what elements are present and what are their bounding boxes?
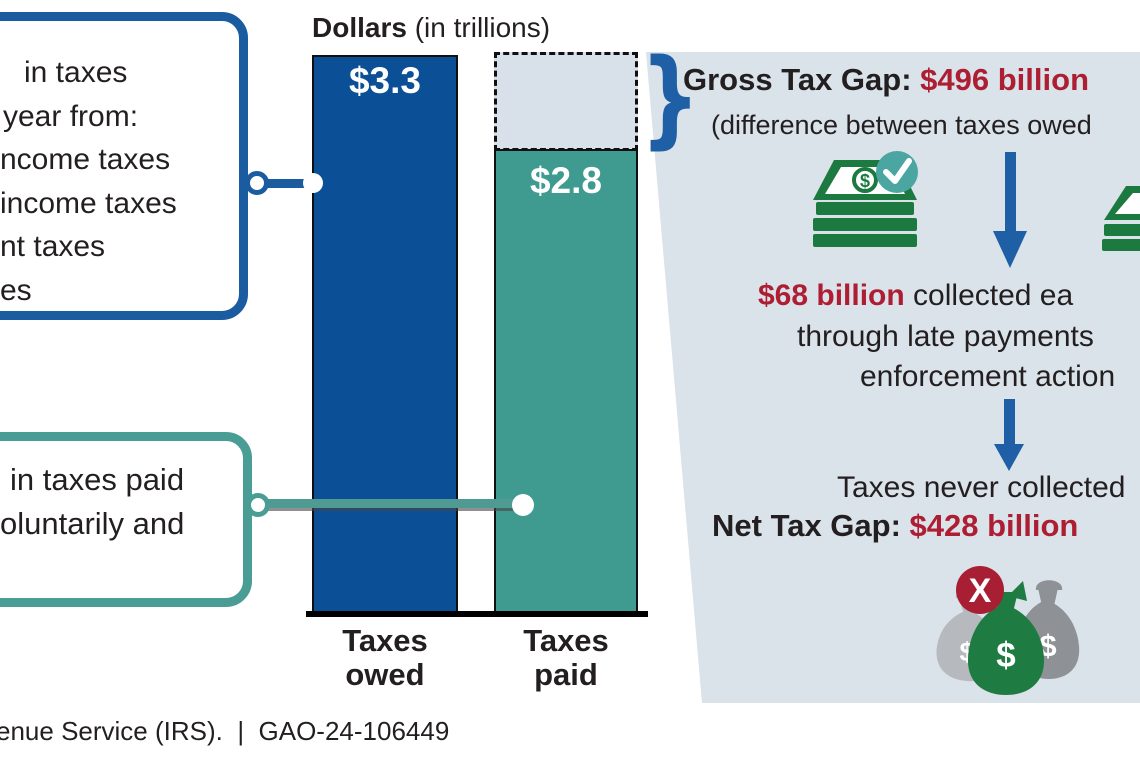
chart-baseline	[306, 611, 648, 617]
collected-line2: through late payments	[797, 320, 1094, 353]
money-stack-icon-partial	[1102, 186, 1140, 251]
bill-stack-bar	[813, 218, 917, 231]
check-icon	[883, 158, 912, 184]
bill-dollar-sign: $	[860, 171, 870, 191]
source-line: enue Service (IRS). | GAO-24-106449	[0, 716, 450, 746]
category-label-paid: Taxes paid	[484, 624, 648, 692]
collected-value: $68 billion	[758, 279, 905, 312]
net-tax-gap-value: $428 billion	[909, 508, 1079, 543]
category-label-owed: Taxes owed	[302, 624, 468, 692]
arrow-head	[993, 231, 1027, 268]
gross-tax-gap-subtext: (difference between taxes owed	[711, 110, 1092, 140]
x-badge-icon: X	[956, 566, 1004, 614]
gross-tax-gap-heading: Gross Tax Gap: $496 billion	[683, 62, 1089, 98]
check-circle	[876, 151, 918, 193]
category-owed-line2: owed	[345, 657, 425, 692]
chart-title: Dollars (in trillions)	[312, 12, 550, 44]
bill-stack-bar	[1102, 239, 1140, 251]
arrow-head	[994, 444, 1024, 471]
top-bill-face	[1115, 193, 1140, 214]
money-stack-check-icon: $	[813, 151, 918, 247]
connector-ring-paid	[246, 493, 270, 517]
down-arrow-icon	[993, 152, 1027, 268]
gross-tax-gap-dashed-box	[494, 52, 638, 151]
callout-taxes-paid	[0, 432, 252, 607]
collected-rest: collected ea	[904, 279, 1074, 312]
callout-owed-line: year from:	[3, 99, 139, 133]
callout-owed-line: income taxes	[0, 186, 177, 220]
curly-brace: }	[640, 36, 701, 159]
connector-line-owed	[262, 179, 318, 188]
money-bags-icon: $ $ $ X	[936, 566, 1080, 695]
callout-paid-line: oluntarily and	[0, 506, 185, 541]
bag-dollar-sign: $	[996, 636, 1015, 675]
callout-owed-line: in taxes	[24, 56, 128, 89]
callout-taxes-paid-text: in taxes paid oluntarily and	[0, 458, 184, 546]
bar-taxes-paid	[494, 149, 638, 613]
gross-tax-gap-value: $496 billion	[920, 62, 1090, 97]
bill-stack-bar	[1104, 224, 1140, 236]
bar-value-owed: $3.3	[348, 60, 421, 101]
net-tax-gap-label: Net Tax Gap:	[712, 508, 910, 543]
arrow-shaft	[1003, 399, 1015, 444]
collected-line1: $68 billion collected ea	[758, 279, 1073, 313]
callout-owed-line: ncome taxes	[0, 143, 171, 176]
arrow-shaft	[1004, 152, 1016, 231]
x-badge-letter: X	[969, 572, 992, 610]
gross-tax-gap-label: Gross Tax Gap:	[683, 62, 921, 97]
down-arrow-icon	[994, 399, 1024, 471]
connector-ring-owed	[245, 171, 269, 195]
connector-dot-owed	[303, 173, 323, 193]
callout-owed-line: nt taxes	[0, 230, 106, 263]
category-paid-line2: paid	[534, 657, 598, 692]
callout-taxes-owed-text: in taxes year from: ncome taxes income t…	[0, 51, 177, 312]
callout-owed-line: es	[0, 273, 32, 307]
bill-coin-circle	[852, 167, 878, 193]
chart-title-rest: (in trillions)	[406, 12, 551, 43]
bar-taxes-owed	[312, 55, 458, 613]
bill-stack-bar	[816, 202, 914, 215]
bar-value-paid: $2.8	[529, 160, 602, 201]
callout-paid-line: in taxes paid	[10, 462, 185, 497]
category-paid-line1: Taxes	[523, 623, 609, 658]
callout-taxes-owed	[0, 12, 248, 320]
category-owed-line1: Taxes	[342, 623, 428, 658]
chart-title-bold: Dollars	[312, 12, 407, 43]
connector-dot-paid	[512, 494, 534, 516]
net-tax-gap-heading: Net Tax Gap: $428 billion	[712, 508, 1078, 544]
collected-line3: enforcement action	[860, 360, 1116, 393]
bag-dollar-sign: $	[1039, 628, 1056, 663]
bill-stack-bar	[813, 234, 917, 247]
connector-line-paid	[262, 499, 520, 508]
taxes-never-collected-text: Taxes never collected	[837, 471, 1126, 504]
